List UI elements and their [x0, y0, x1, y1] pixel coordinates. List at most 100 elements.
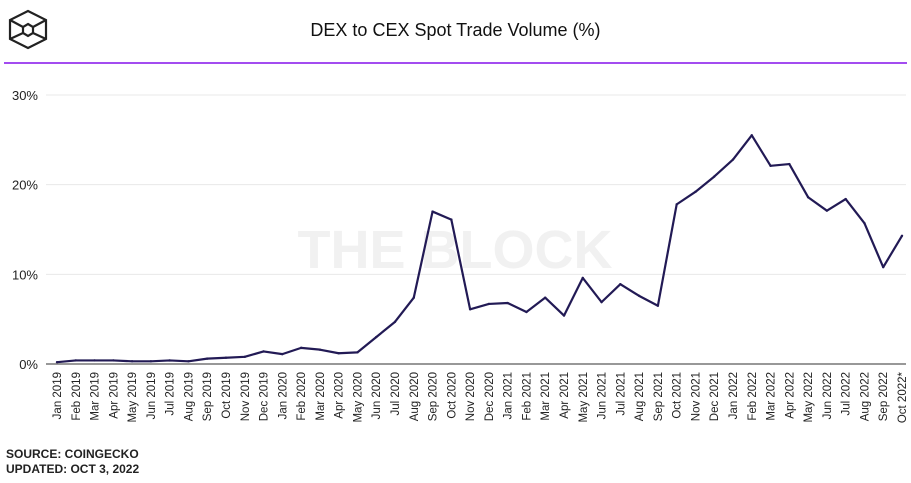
- x-tick-label: Aug 2020: [409, 372, 421, 421]
- data-point: [262, 350, 265, 353]
- x-tick-label: Feb 2019: [71, 372, 83, 421]
- x-tick-label: May 2022: [803, 372, 815, 423]
- data-point: [788, 162, 791, 166]
- data-point: [769, 164, 772, 168]
- x-tick-label: Oct 2022*: [897, 371, 909, 423]
- data-point: [694, 190, 697, 194]
- x-tick-label: Aug 2021: [634, 372, 646, 421]
- x-tick-label: Nov 2019: [240, 372, 252, 421]
- data-point: [356, 351, 359, 354]
- footer: SOURCE: COINGECKO UPDATED: OCT 3, 2022: [6, 447, 139, 477]
- data-point: [844, 197, 847, 201]
- x-tick-label: Nov 2020: [465, 372, 477, 421]
- x-tick-label: Jun 2019: [146, 372, 158, 419]
- x-tick-label: Sep 2021: [653, 372, 665, 421]
- data-point: [525, 310, 528, 314]
- data-point: [581, 276, 584, 280]
- x-tick-label: Sep 2019: [202, 372, 214, 421]
- x-tick-label: Jan 2022: [728, 372, 740, 419]
- x-tick-label: Jul 2019: [165, 372, 177, 415]
- x-tick-label: Jun 2020: [371, 372, 383, 419]
- data-point: [731, 158, 735, 161]
- data-point: [393, 320, 397, 324]
- x-tick-label: Sep 2020: [428, 372, 440, 421]
- y-tick-label: 10%: [12, 267, 38, 282]
- data-point: [149, 360, 153, 363]
- data-point: [281, 352, 284, 356]
- data-point: [55, 361, 59, 364]
- data-point: [187, 360, 190, 363]
- data-point: [600, 300, 603, 304]
- source-text: SOURCE: COINGECKO: [6, 447, 139, 461]
- x-tick-label: Oct 2020: [446, 372, 458, 419]
- data-point: [900, 234, 904, 237]
- watermark: THE BLOCK: [298, 220, 613, 280]
- x-tick-label: Feb 2020: [296, 372, 308, 421]
- x-tick-label: Mar 2020: [315, 372, 327, 421]
- data-point: [450, 218, 453, 221]
- y-tick-label: 0%: [19, 357, 38, 372]
- x-tick-label: Feb 2021: [521, 372, 533, 421]
- data-point: [487, 302, 491, 306]
- data-point: [168, 359, 171, 362]
- data-point: [299, 346, 303, 350]
- x-tick-label: Apr 2020: [334, 372, 346, 419]
- data-point: [750, 134, 753, 137]
- x-tick-label: Jan 2021: [503, 372, 515, 419]
- x-tick-label: Jul 2021: [615, 372, 627, 415]
- title-divider: [4, 62, 907, 64]
- data-point: [713, 175, 716, 178]
- x-tick-label: Sep 2022: [878, 372, 890, 421]
- data-point: [93, 359, 96, 362]
- data-point: [882, 265, 885, 269]
- data-point: [375, 335, 378, 339]
- x-tick-label: Jan 2019: [52, 372, 64, 419]
- y-tick-label: 20%: [12, 178, 38, 193]
- data-point: [74, 359, 77, 362]
- x-tick-label: May 2021: [578, 372, 590, 423]
- the-block-logo-icon: [8, 9, 48, 50]
- x-tick-label: Mar 2021: [540, 372, 552, 421]
- updated-text: UPDATED: OCT 3, 2022: [6, 462, 140, 476]
- x-tick-label: Jan 2020: [277, 372, 289, 419]
- data-point: [656, 304, 660, 307]
- x-tick-label: May 2020: [352, 372, 364, 423]
- data-point: [562, 314, 566, 317]
- data-point: [506, 301, 509, 305]
- x-tick-label: Aug 2022: [859, 372, 871, 421]
- x-tick-label: Aug 2019: [183, 372, 195, 421]
- data-point: [619, 282, 622, 286]
- line-chart: THE BLOCK 0% 10% 20% 30% Jan 2019 Feb 2019 Mar …: [12, 88, 909, 423]
- data-point: [863, 222, 866, 225]
- x-tick-label: Mar 2019: [90, 372, 102, 421]
- x-tick-label: Jun 2021: [597, 372, 609, 419]
- x-tick-label: Apr 2019: [108, 372, 120, 419]
- data-point: [431, 210, 434, 213]
- x-tick-label: Oct 2021: [672, 372, 684, 419]
- x-tick-label: Apr 2021: [559, 372, 571, 419]
- x-tick-label: Dec 2021: [709, 372, 721, 421]
- data-point: [544, 296, 547, 299]
- data-point: [206, 357, 209, 360]
- data-point: [468, 308, 472, 311]
- data-point: [412, 296, 415, 299]
- data-point: [243, 355, 246, 359]
- data-point: [224, 356, 228, 359]
- data-point: [318, 348, 322, 351]
- data-point: [675, 203, 678, 206]
- x-tick-label: Nov 2021: [690, 372, 702, 421]
- x-tick-label: Feb 2022: [747, 372, 759, 421]
- data-point: [337, 352, 340, 355]
- x-tick-label: Apr 2022: [784, 372, 796, 419]
- x-tick-label: Jun 2022: [822, 372, 834, 419]
- x-tick-label: Jul 2020: [390, 372, 402, 415]
- data-point: [806, 196, 810, 199]
- y-tick-label: 30%: [12, 88, 38, 103]
- data-point: [825, 209, 829, 212]
- data-point: [112, 359, 115, 362]
- x-tick-label: Dec 2020: [484, 372, 496, 421]
- x-tick-label: Dec 2019: [259, 372, 271, 421]
- data-point: [130, 360, 134, 363]
- data-point: [637, 294, 641, 298]
